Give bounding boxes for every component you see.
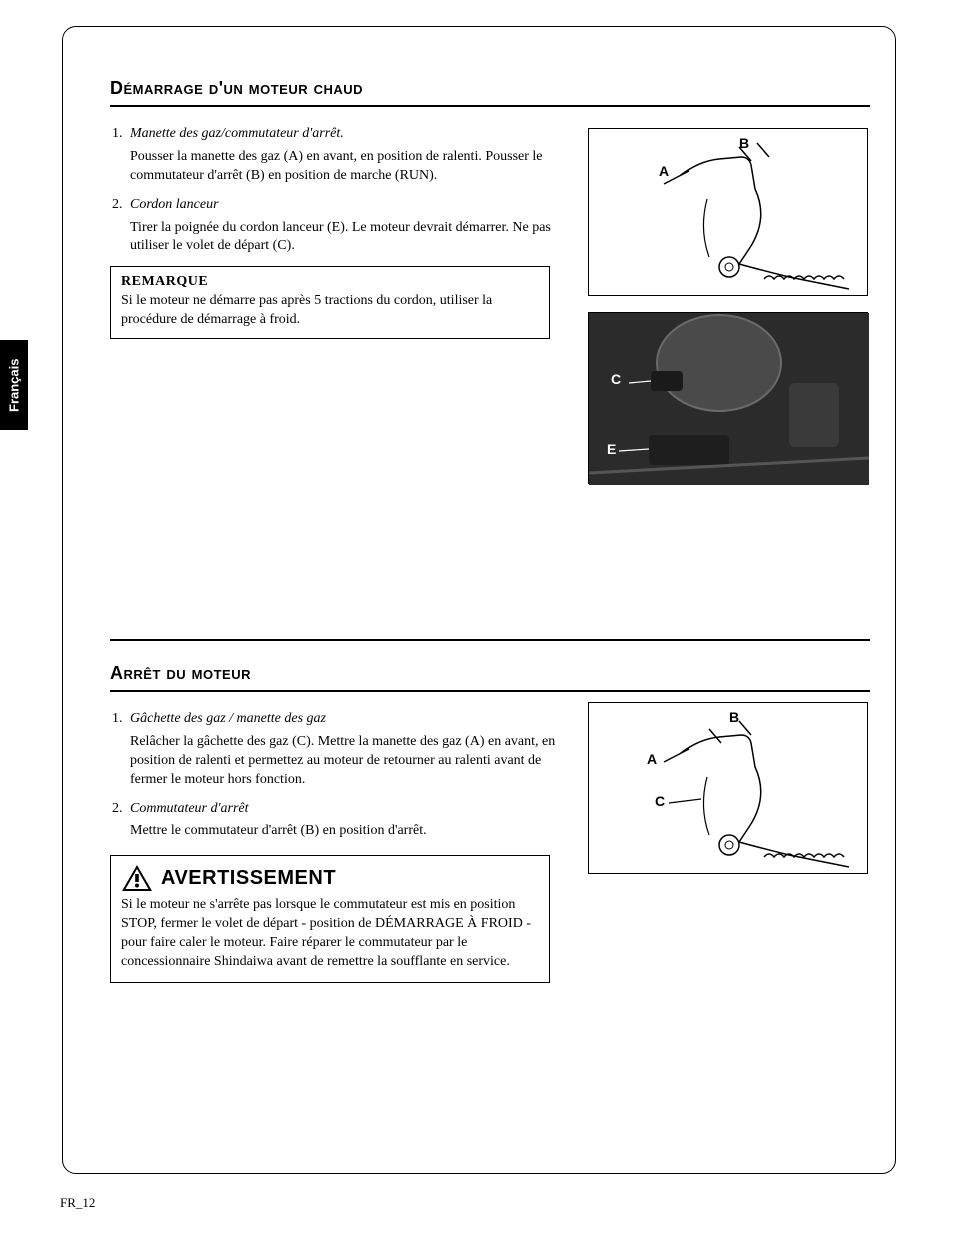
warning-text: Si le moteur ne s'arrête pas lorsque le …	[121, 896, 539, 972]
step-title: Cordon lanceur	[130, 197, 219, 212]
section1-step-2: 2.Cordon lanceur Tirer la poignée du cor…	[112, 196, 570, 257]
warning-icon	[121, 864, 153, 892]
throttle-lever-illustration	[589, 129, 869, 297]
section-warm-start: DÉMARRAGE D'UN MOTEUR CHAUD 1.Manette de…	[110, 78, 570, 339]
warning-label: AVERTISSEMENT	[161, 865, 336, 892]
figure-label-c: C	[655, 793, 665, 809]
figure-label-e: E	[607, 441, 616, 457]
page-footer: FR_12	[60, 1195, 95, 1211]
note-box: REMARQUE Si le moteur ne démarre pas apr…	[110, 266, 550, 339]
section1-step-1: 1.Manette des gaz/commutateur d'arrêt. P…	[112, 125, 570, 186]
step-title: Manette des gaz/commutateur d'arrêt.	[130, 126, 344, 141]
figure-label-b: B	[739, 135, 749, 151]
step-title: Gâchette des gaz / manette des gaz	[130, 711, 326, 726]
section1-title: DÉMARRAGE D'UN MOTEUR CHAUD	[110, 78, 870, 107]
figure-label-a: A	[647, 751, 657, 767]
figure-label-b: B	[729, 709, 739, 725]
section2-steps: 1.Gâchette des gaz / manette des gaz Rel…	[112, 710, 570, 841]
step-number: 2.	[112, 196, 130, 215]
step-number: 1.	[112, 710, 130, 729]
throttle-lever-illustration-2	[589, 703, 869, 875]
step-body: Relâcher la gâchette des gaz (C). Mettre…	[130, 733, 570, 790]
section1-steps: 1.Manette des gaz/commutateur d'arrêt. P…	[112, 125, 570, 256]
section2-title: ARRÊT DU MOTEUR	[110, 663, 870, 692]
note-text: Si le moteur ne démarre pas après 5 trac…	[121, 292, 539, 330]
step-body: Tirer la poignée du cordon lanceur (E). …	[130, 219, 570, 257]
note-label: REMARQUE	[121, 273, 539, 292]
figure-label-a: A	[659, 163, 669, 179]
section2-step-1: 1.Gâchette des gaz / manette des gaz Rel…	[112, 710, 570, 790]
step-number: 2.	[112, 800, 130, 819]
language-tab: Français	[0, 340, 28, 430]
section-stop-engine: ARRÊT DU MOTEUR 1.Gâchette des gaz / man…	[110, 663, 570, 983]
step-title: Commutateur d'arrêt	[130, 801, 249, 816]
step-body: Mettre le commutateur d'arrêt (B) en pos…	[130, 822, 570, 841]
section-divider	[110, 639, 870, 641]
step-body: Pousser la manette des gaz (A) en avant,…	[130, 148, 570, 186]
page: Français DÉMARRAGE D'UN MOTEUR CHAUD 1.M…	[0, 0, 954, 1235]
section2-step-2: 2.Commutateur d'arrêt Mettre le commutat…	[112, 800, 570, 842]
figure-throttle-lever-1: A B	[588, 128, 868, 296]
warning-header: AVERTISSEMENT	[121, 864, 539, 892]
step-number: 1.	[112, 125, 130, 144]
warning-box: AVERTISSEMENT Si le moteur ne s'arrête p…	[110, 855, 550, 983]
figure-label-c: C	[611, 371, 621, 387]
figure-choke-starter: C E	[588, 312, 868, 484]
figure-throttle-lever-2: A B C	[588, 702, 868, 874]
choke-starter-illustration	[589, 313, 869, 485]
